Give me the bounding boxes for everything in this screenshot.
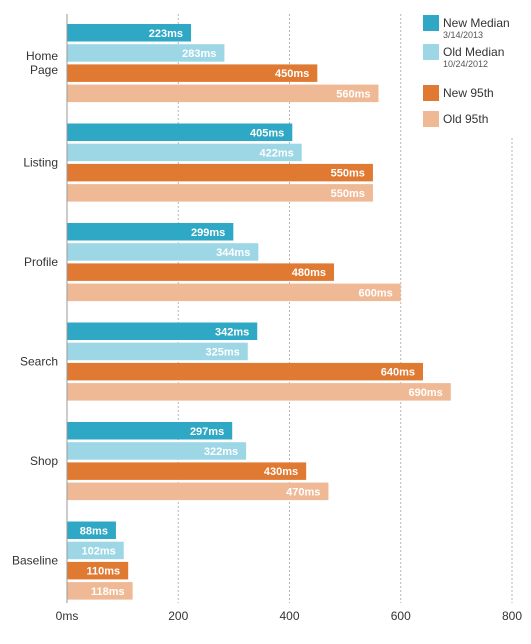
bar (67, 44, 225, 62)
bar (67, 243, 259, 261)
bar-value-label: 322ms (204, 446, 238, 458)
bar-value-label: 102ms (81, 545, 115, 557)
bar-value-label: 325ms (206, 346, 240, 358)
bar (67, 84, 379, 103)
bar (67, 123, 293, 141)
bar-value-label: 283ms (182, 48, 216, 60)
bar (67, 64, 318, 82)
bar (67, 582, 133, 600)
bar-value-label: 430ms (264, 466, 298, 478)
bar (67, 143, 302, 162)
bar-value-label: 297ms (190, 426, 224, 438)
grid-lines (177, 14, 513, 603)
bar (67, 362, 423, 381)
bars: 223ms 283ms 450ms 560ms 405ms 422ms 550ms 550ms… (67, 24, 451, 600)
category-label: Baseline (12, 554, 58, 568)
bar-value-label: 560ms (336, 88, 370, 100)
bar-value-label: 88ms (80, 525, 108, 537)
x-tick-label: 800 (502, 609, 522, 623)
category-label: Listing (23, 156, 58, 170)
bar (67, 342, 248, 361)
legend-swatch (423, 85, 439, 101)
bar-value-label: 422ms (259, 147, 293, 159)
category-label: Home Page (26, 49, 58, 77)
bar-value-label: 480ms (292, 267, 326, 279)
bar (67, 541, 124, 560)
x-tick-label: 200 (168, 609, 188, 623)
legend-date: 3/14/2013 (443, 30, 483, 40)
bar-value-label: 110ms (87, 566, 121, 578)
bar (67, 442, 247, 460)
bar (67, 283, 401, 302)
x-tick-label: 400 (279, 609, 299, 623)
bar-value-label: 600ms (358, 287, 392, 299)
category-label: Search (20, 355, 58, 369)
bar-value-label: 299ms (191, 227, 225, 239)
legend-swatch (423, 44, 439, 60)
legend-label: Old 95th (443, 112, 488, 126)
bar (67, 223, 234, 241)
legend-swatch (423, 111, 439, 127)
bar (67, 521, 116, 539)
category-label: Profile (24, 255, 58, 269)
bar (67, 561, 129, 580)
x-tick-label: 0ms (56, 609, 79, 623)
y-axis-categories: Home Page Listing Profile Search Shop Baseline (12, 49, 58, 568)
bar-value-label: 223ms (149, 28, 183, 40)
bar-value-label: 405ms (250, 127, 284, 139)
bar (67, 462, 307, 480)
bar-value-label: 470ms (286, 486, 320, 498)
bar-value-label: 550ms (331, 188, 365, 200)
x-tick-label: 600 (391, 609, 411, 623)
category-label: Shop (30, 454, 58, 468)
x-axis: 0ms 200 400 600 800 (56, 609, 523, 623)
bar (67, 322, 258, 340)
bar-value-label: 640ms (381, 367, 415, 379)
bar (67, 184, 373, 202)
bar (67, 163, 373, 182)
bar (67, 482, 329, 501)
bar (67, 24, 192, 42)
legend-label: New Median (443, 16, 510, 30)
bar-value-label: 450ms (275, 68, 309, 80)
legend-label: New 95th (443, 86, 494, 100)
bar-value-label: 690ms (409, 387, 443, 399)
bar (67, 263, 334, 281)
bar-value-label: 118ms (91, 586, 125, 598)
bar-value-label: 344ms (216, 247, 250, 259)
bar-value-label: 550ms (331, 168, 365, 180)
bar (67, 383, 451, 401)
bar (67, 422, 233, 440)
bar-value-label: 342ms (215, 326, 249, 338)
legend-swatch (423, 15, 439, 31)
legend-label: Old Median (443, 45, 504, 59)
legend-date: 10/24/2012 (443, 59, 488, 69)
